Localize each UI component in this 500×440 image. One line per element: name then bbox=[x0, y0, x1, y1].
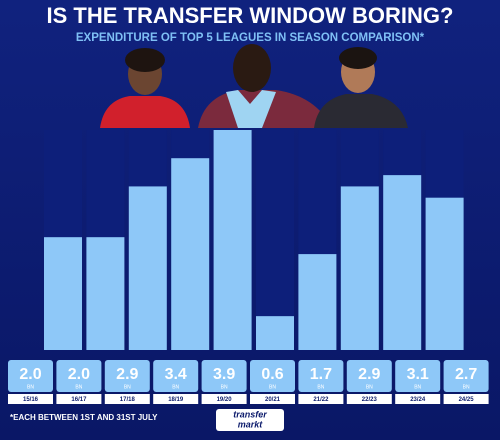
season-box bbox=[298, 394, 344, 404]
value-box bbox=[153, 360, 199, 392]
value-label: 3.4 bbox=[165, 366, 187, 383]
logo-box bbox=[216, 409, 284, 431]
value-box bbox=[250, 360, 295, 392]
bar bbox=[213, 130, 252, 350]
value-label: 1.7 bbox=[310, 366, 332, 383]
bar bbox=[86, 237, 125, 350]
logo-text: transfer bbox=[233, 409, 267, 419]
x-tick-label: 20/21 bbox=[265, 397, 281, 403]
unit-label: BN bbox=[414, 384, 421, 390]
value-label: 2.9 bbox=[116, 366, 138, 383]
unit-label: BN bbox=[269, 384, 276, 390]
bar bbox=[340, 186, 379, 350]
value-box bbox=[395, 360, 441, 392]
unit-label: BN bbox=[366, 384, 373, 390]
x-tick-label: 15/16 bbox=[23, 397, 39, 403]
bar bbox=[425, 197, 464, 350]
season-box bbox=[443, 394, 489, 404]
unit-label: BN bbox=[75, 384, 82, 390]
season-box bbox=[346, 394, 392, 404]
value-box bbox=[443, 360, 489, 392]
value-label: 2.0 bbox=[68, 366, 90, 383]
bar bbox=[171, 158, 210, 350]
unit-label: BN bbox=[221, 384, 228, 390]
value-label: 2.9 bbox=[358, 366, 380, 383]
x-tick-label: 18/19 bbox=[168, 397, 184, 403]
unit-label: BN bbox=[172, 384, 179, 390]
value-label: 2.7 bbox=[455, 366, 477, 383]
x-tick-label: 17/18 bbox=[120, 397, 136, 403]
value-label: 0.6 bbox=[261, 366, 283, 383]
player-photos bbox=[100, 44, 408, 128]
bar bbox=[298, 254, 337, 350]
season-box bbox=[153, 394, 199, 404]
bar bbox=[383, 175, 422, 350]
unit-label: BN bbox=[317, 384, 324, 390]
x-tick-label: 22/23 bbox=[362, 397, 378, 403]
bar bbox=[44, 237, 82, 350]
chart-title: IS THE TRANSFER WINDOW BORING? bbox=[47, 3, 454, 28]
season-box bbox=[56, 394, 102, 404]
season-box bbox=[8, 394, 53, 404]
season-box bbox=[395, 394, 441, 404]
bar bbox=[128, 186, 167, 350]
footnote: *EACH BETWEEN 1ST AND 31ST JULY bbox=[10, 413, 158, 422]
value-box bbox=[346, 360, 392, 392]
unit-label: BN bbox=[463, 384, 470, 390]
value-label: 3.9 bbox=[213, 366, 235, 383]
unit-label: BN bbox=[27, 384, 34, 390]
value-box bbox=[56, 360, 102, 392]
season-box bbox=[104, 394, 150, 404]
x-tick-label: 24/25 bbox=[459, 397, 475, 403]
season-box bbox=[201, 394, 247, 404]
value-box bbox=[201, 360, 247, 392]
bar-track bbox=[256, 130, 294, 350]
x-tick-label: 21/22 bbox=[313, 397, 329, 403]
logo-text: markt bbox=[238, 419, 264, 429]
value-label: 2.0 bbox=[19, 366, 41, 383]
x-tick-label: 23/24 bbox=[410, 397, 426, 403]
bar bbox=[256, 316, 294, 350]
value-box bbox=[298, 360, 344, 392]
unit-label: BN bbox=[124, 384, 131, 390]
chart-subtitle: EXPENDITURE OF TOP 5 LEAGUES IN SEASON C… bbox=[76, 32, 425, 44]
value-label: 3.1 bbox=[407, 366, 429, 383]
x-tick-label: 16/17 bbox=[71, 397, 87, 403]
season-box bbox=[250, 394, 295, 404]
x-tick-label: 19/20 bbox=[217, 397, 233, 403]
value-box bbox=[8, 360, 53, 392]
value-box bbox=[104, 360, 150, 392]
